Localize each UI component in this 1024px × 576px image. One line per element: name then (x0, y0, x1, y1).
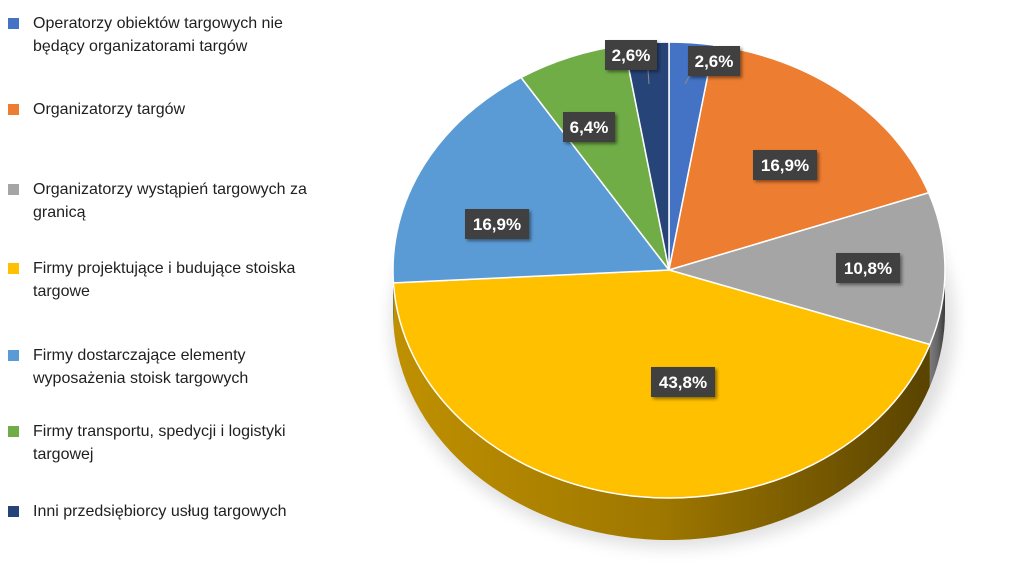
pie-slice-side (929, 270, 945, 387)
legend-label: Inni przedsiębiorcy usług targowych (33, 503, 287, 520)
leader-line (647, 69, 650, 85)
data-label: 2,6% (695, 52, 734, 71)
pie-slice (668, 192, 946, 346)
legend-item: Organizatorzy wystąpień targowych za gra… (8, 178, 338, 224)
data-label-box (605, 40, 657, 70)
data-label: 10,8% (844, 259, 892, 278)
data-label-box (836, 253, 900, 283)
pie-slice (392, 76, 670, 284)
legend-label: Operatorzy obiektów targowych nie będący… (33, 15, 283, 55)
data-label: 6,4% (570, 118, 609, 137)
legend-swatch (8, 506, 19, 517)
legend-swatch (8, 350, 19, 361)
legend-label: Firmy transportu, spedycji i logistyki t… (33, 423, 286, 463)
legend-item: Firmy projektujące i budujące stoiska ta… (8, 257, 338, 303)
legend-swatch (8, 184, 19, 195)
legend-swatch (8, 426, 19, 437)
data-label-box (651, 367, 715, 397)
legend-item: Firmy transportu, spedycji i logistyki t… (8, 420, 338, 466)
data-label: 43,8% (659, 373, 707, 392)
legend-swatch (8, 104, 19, 115)
data-label: 16,9% (473, 215, 521, 234)
legend-label: Organizatorzy targów (33, 101, 186, 118)
legend-label: Organizatorzy wystąpień targowych za gra… (33, 181, 307, 221)
legend-label: Firmy projektujące i budujące stoiska ta… (33, 260, 296, 300)
data-label: 16,9% (761, 156, 809, 175)
legend-item: Organizatorzy targów (8, 98, 338, 121)
pie-slice-side (393, 282, 930, 541)
data-label: 2,6% (612, 46, 651, 65)
legend-item: Operatorzy obiektów targowych nie będący… (8, 12, 338, 58)
data-label-box (688, 46, 740, 76)
legend-label: Firmy dostarczające elementy wyposażenia… (33, 347, 249, 387)
data-label-box (563, 112, 615, 142)
legend-item: Inni przedsiębiorcy usług targowych (8, 500, 338, 523)
legend-item: Firmy dostarczające elementy wyposażenia… (8, 344, 338, 390)
legend-swatch (8, 18, 19, 29)
data-label-box (465, 209, 529, 239)
data-label-box (753, 150, 817, 180)
legend-swatch (8, 263, 19, 274)
